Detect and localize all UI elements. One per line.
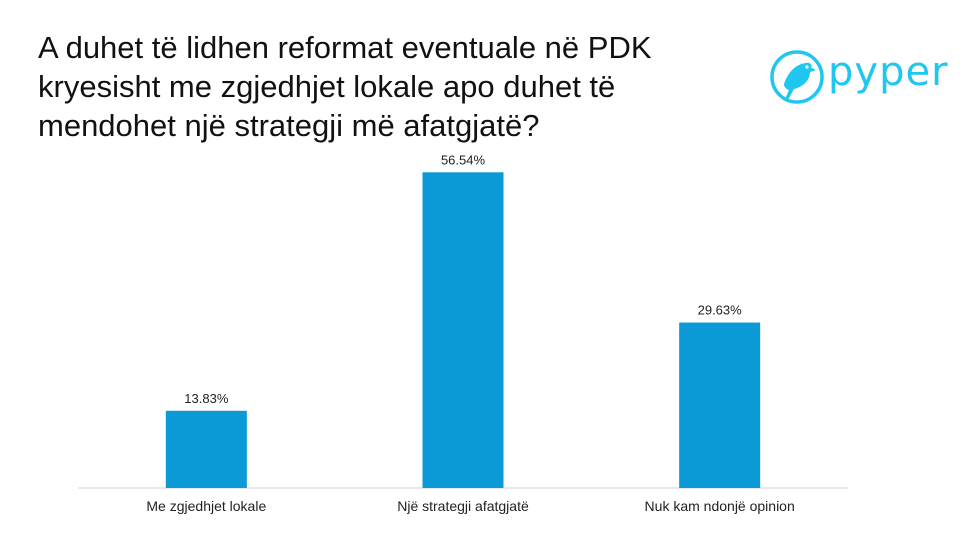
data-label-2: 56.54%: [441, 152, 486, 167]
bar-1: [165, 410, 247, 488]
bird-icon: [770, 50, 824, 104]
bar-3: [679, 322, 761, 488]
category-label-1: Me zgjedhjet lokale: [146, 498, 266, 514]
bar-2: [422, 172, 504, 488]
logo-text: pyper: [828, 49, 949, 95]
data-label-1: 13.83%: [184, 391, 229, 406]
category-label-3: Nuk kam ndonjë opinion: [645, 498, 795, 514]
data-label-3: 29.63%: [698, 303, 743, 318]
category-label-2: Një strategji afatgjatë: [397, 498, 529, 514]
chart-title: A duhet të lidhen reformat eventuale në …: [38, 30, 652, 143]
brand-logo: pyper: [770, 44, 970, 114]
